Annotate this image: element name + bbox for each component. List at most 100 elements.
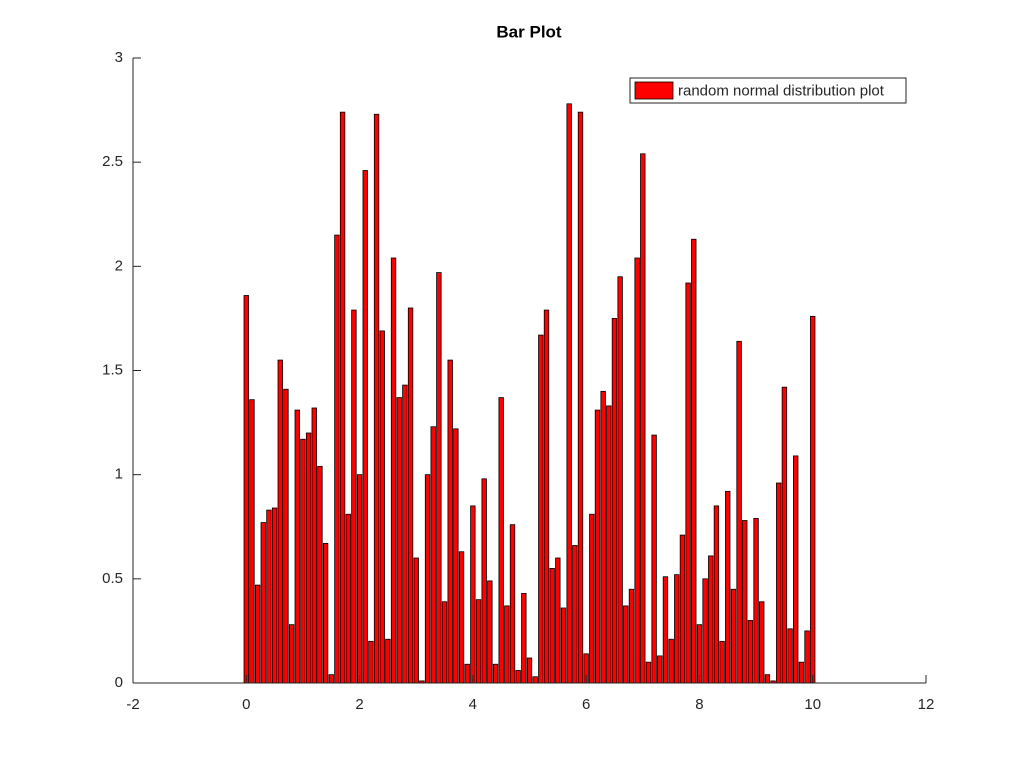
- bar: [288, 624, 295, 684]
- bar: [424, 474, 431, 684]
- bar: [294, 409, 300, 684]
- bar: [804, 630, 810, 684]
- x-tick-label: 10: [804, 696, 821, 713]
- bar: [356, 474, 363, 684]
- bar: [277, 359, 283, 684]
- bar: [487, 580, 493, 684]
- legend-swatch: [634, 81, 674, 100]
- y-tick-label: 2.5: [102, 153, 123, 170]
- bar: [702, 578, 708, 684]
- bar: [742, 520, 748, 684]
- bar: [787, 628, 793, 684]
- bar: [623, 605, 629, 684]
- bar: [498, 397, 504, 684]
- bar: [538, 334, 544, 684]
- bar: [470, 505, 476, 684]
- bar: [668, 638, 674, 684]
- y-tick-label: 1.5: [102, 361, 123, 378]
- bar: [611, 318, 618, 684]
- bar: [549, 568, 555, 684]
- bar: [464, 663, 470, 684]
- bar: [526, 657, 533, 684]
- bar: [317, 465, 323, 684]
- bar: [254, 584, 261, 684]
- bar: [402, 384, 408, 684]
- bar: [645, 661, 652, 684]
- bar: [725, 490, 731, 684]
- bar: [249, 399, 255, 684]
- bar: [555, 557, 561, 684]
- bar: [390, 257, 397, 684]
- bar: [311, 407, 317, 684]
- bar: [696, 624, 703, 684]
- bar: [351, 309, 357, 684]
- x-tick-label: 8: [695, 696, 703, 713]
- legend-box: [629, 77, 907, 104]
- bar: [385, 638, 391, 684]
- bar: [447, 359, 453, 684]
- y-tick-label: 2: [115, 257, 123, 274]
- bar: [328, 674, 334, 684]
- bar: [407, 307, 414, 684]
- bar: [776, 482, 782, 684]
- bar: [362, 170, 368, 684]
- bar: [441, 601, 448, 684]
- bar: [532, 676, 538, 684]
- bar: [509, 524, 516, 684]
- y-tick-label: 1: [115, 466, 123, 483]
- bar: [628, 588, 635, 684]
- bar: [373, 113, 380, 684]
- bar: [662, 576, 669, 684]
- bar: [521, 593, 527, 684]
- bar: [271, 507, 278, 684]
- bar: [617, 276, 623, 684]
- bar: [736, 340, 742, 684]
- bar: [266, 509, 272, 684]
- bar: [560, 607, 567, 684]
- x-tick-label: 2: [355, 696, 363, 713]
- y-tick-label: 0: [115, 674, 123, 691]
- bar: [566, 103, 572, 684]
- bar: [781, 386, 788, 684]
- bar: [810, 315, 816, 684]
- bar: [793, 455, 799, 684]
- bar: [430, 426, 436, 684]
- bar: [713, 505, 720, 684]
- bar: [753, 518, 759, 684]
- chart-title: Bar Plot: [496, 22, 562, 41]
- bar: [691, 238, 697, 684]
- bar: [600, 390, 606, 684]
- bar: [589, 513, 595, 684]
- bar: [708, 555, 714, 684]
- bar: [504, 605, 510, 684]
- x-tick-label: 4: [469, 696, 477, 713]
- bar: [572, 545, 578, 684]
- x-tick-label: 12: [918, 696, 935, 713]
- bar: [764, 674, 771, 684]
- bar: [730, 588, 737, 684]
- bar: [606, 405, 612, 684]
- bar: [300, 438, 306, 684]
- bar: [283, 388, 289, 684]
- bar: [334, 234, 340, 684]
- bar: [679, 534, 686, 684]
- bar: [657, 655, 663, 684]
- y-tick-label: 0.5: [102, 570, 123, 587]
- bar: [458, 551, 465, 684]
- bar: [674, 574, 680, 684]
- bar: [594, 409, 601, 684]
- legend-label: random normal distribution plot: [678, 82, 885, 99]
- bar: [651, 434, 657, 684]
- x-tick-label: 6: [582, 696, 590, 713]
- bar: [798, 661, 805, 684]
- bar: [368, 640, 374, 684]
- bar: [345, 513, 351, 684]
- bar: [413, 557, 419, 684]
- bar: [339, 111, 346, 684]
- bar: [322, 543, 329, 684]
- bar: [640, 153, 646, 684]
- bar: [453, 428, 459, 684]
- bar: [634, 257, 640, 684]
- bar: [481, 478, 487, 684]
